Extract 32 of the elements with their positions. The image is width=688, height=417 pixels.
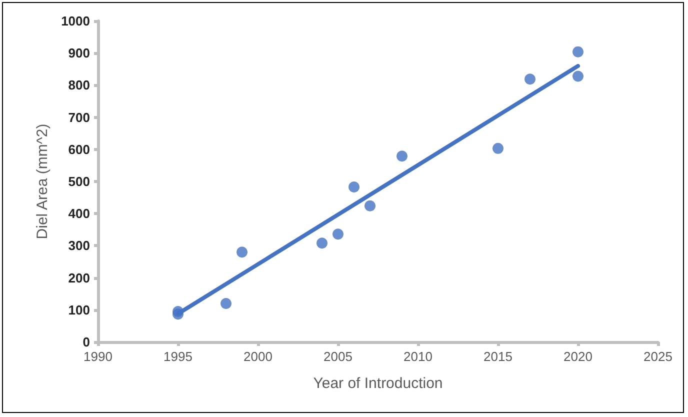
point [524, 74, 536, 85]
point [396, 150, 408, 162]
y-tick-label: 800 [68, 78, 90, 93]
x-tick-label: 2000 [244, 349, 272, 364]
point [364, 200, 376, 212]
x-tick-label: 2015 [484, 349, 512, 364]
point [316, 238, 328, 249]
point [236, 246, 248, 258]
y-tick-label: 400 [68, 206, 90, 222]
x-tick-label: 1990 [84, 349, 112, 364]
x-axis-title: Year of Introduction [313, 375, 443, 392]
y-tick-label: 0 [82, 334, 90, 350]
x-tick-label: 1995 [164, 349, 192, 364]
y-tick-label: 300 [68, 238, 90, 254]
y-tick-label: 900 [68, 46, 90, 61]
point [572, 46, 584, 58]
y-tick-label: 200 [68, 270, 90, 286]
point [220, 298, 232, 309]
y-tick-label: 1000 [61, 14, 90, 28]
x-tick-label: 2025 [644, 349, 672, 364]
y-axis-title: Diel Area (mm^2) [34, 124, 51, 240]
point [348, 181, 360, 192]
x-tick-label: 2005 [324, 349, 352, 364]
x-tick-label: 2020 [564, 349, 592, 364]
point [492, 142, 504, 154]
y-tick-label: 700 [68, 110, 90, 125]
point [332, 228, 344, 240]
y-tick-label: 100 [68, 302, 90, 318]
x-tick-label: 2010 [404, 349, 432, 364]
point [572, 70, 584, 82]
y-tick-label: 600 [68, 142, 90, 157]
y-tick-label: 500 [68, 174, 90, 189]
